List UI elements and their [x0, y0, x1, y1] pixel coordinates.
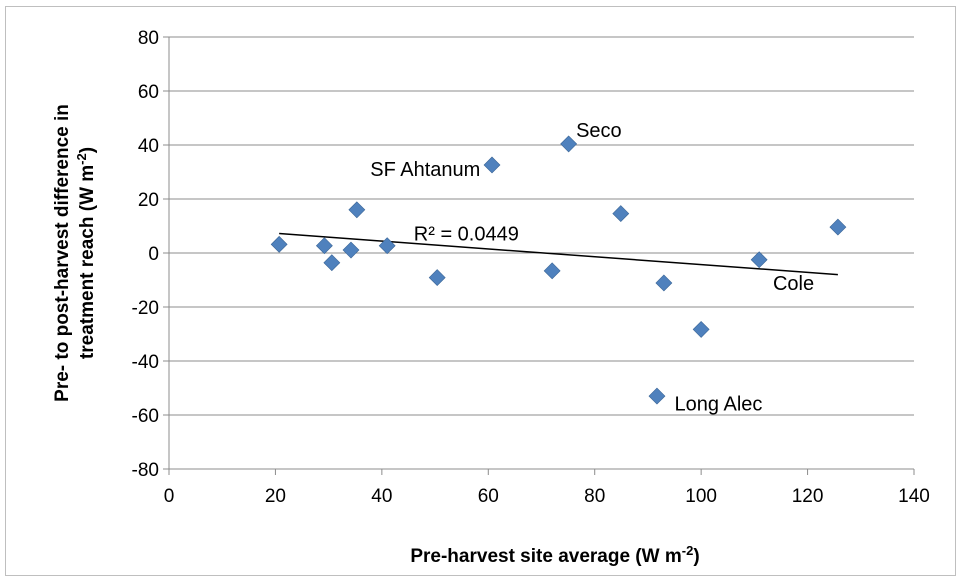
x-tick-label: 100 [685, 486, 717, 507]
y-tick-label: 0 [148, 244, 159, 265]
data-point [270, 235, 288, 253]
data-point [315, 237, 333, 255]
x-axis-title: Pre-harvest site average (W m-2) [410, 543, 699, 568]
trendline-group [279, 232, 838, 276]
annotation-label: Seco [576, 120, 622, 142]
data-point [655, 274, 673, 292]
data-point [323, 254, 341, 272]
data-point [692, 320, 710, 338]
x-tick-label: 140 [898, 486, 930, 507]
y-tick-label: 60 [138, 82, 159, 103]
annotation-label: R² = 0.0449 [414, 224, 519, 246]
data-point [612, 205, 630, 223]
data-point [648, 387, 666, 405]
chart-frame [5, 6, 956, 576]
x-tick-label: 20 [265, 486, 286, 507]
annotation-label: Cole [773, 273, 814, 295]
data-point [829, 218, 847, 236]
data-point [543, 262, 561, 280]
axes [163, 36, 915, 475]
data-point [483, 156, 501, 174]
y-tick-label: -60 [132, 406, 159, 427]
annotation-label: Long Alec [675, 394, 763, 416]
data-point [342, 241, 360, 259]
x-tick-label: 0 [164, 486, 175, 507]
data-point [750, 251, 768, 269]
y-tick-label: -40 [132, 352, 159, 373]
gridlines [169, 36, 914, 416]
x-tick-label: 60 [478, 486, 499, 507]
data-point [348, 201, 366, 219]
annotations: Seco SF Ahtanum R² = 0.0449 Cole Long Alec [370, 120, 814, 416]
y-tick-label: 20 [138, 190, 159, 211]
y-tick-label: 40 [138, 136, 159, 157]
data-point [560, 135, 578, 153]
trendline [279, 232, 838, 276]
y-tick-label: -80 [132, 460, 159, 481]
x-tick-label: 120 [792, 486, 824, 507]
data-points [270, 135, 847, 405]
data-point [378, 237, 396, 255]
annotation-label: SF Ahtanum [370, 159, 480, 181]
y-tick-label: 80 [138, 28, 159, 49]
data-point [428, 269, 446, 286]
y-axis-title-line1: Pre- to post-harvest difference in [52, 104, 73, 402]
y-axis-title-line2: treatment reach (W m-2) [74, 147, 99, 359]
tick-labels: -80 -60 -40 -20 0 20 40 60 80 0 20 40 60 80 100 120 140 [132, 28, 930, 507]
x-tick-label: 80 [584, 486, 605, 507]
y-tick-label: -20 [132, 298, 159, 319]
x-tick-label: 40 [371, 486, 392, 507]
